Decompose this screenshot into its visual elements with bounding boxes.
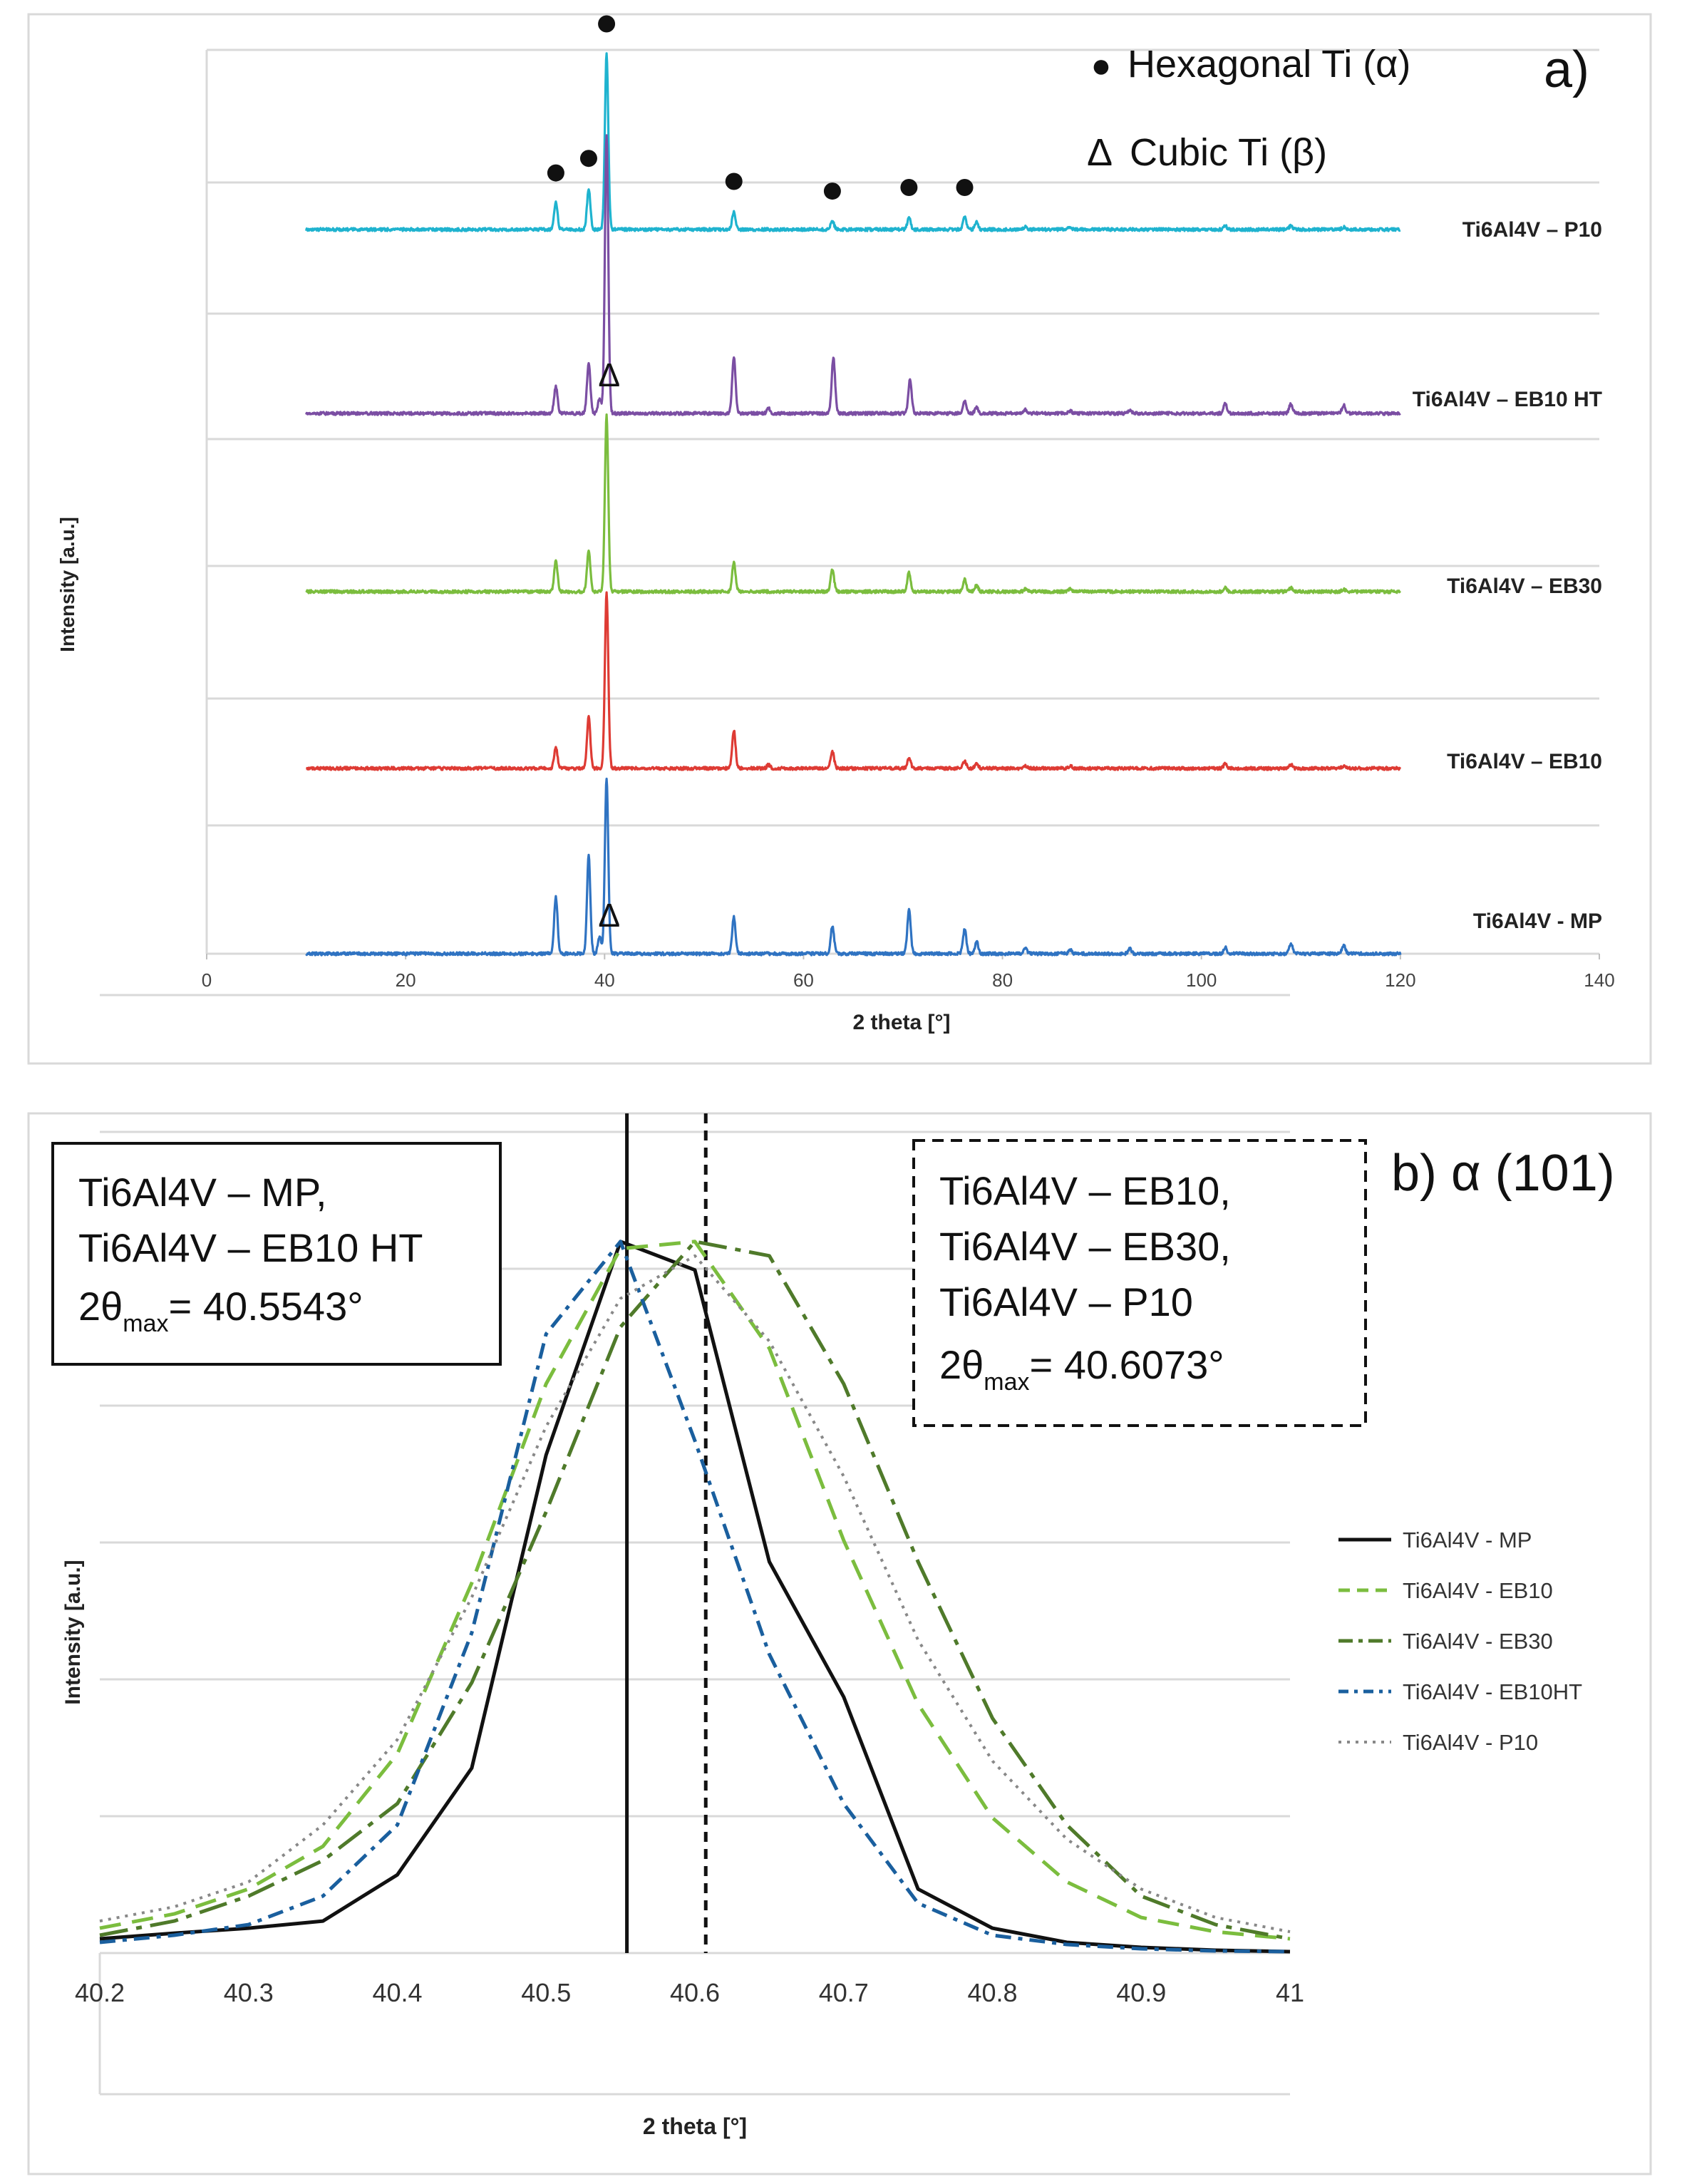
panel-a-tag: a) bbox=[1544, 41, 1589, 98]
hexagonal-phase-marker bbox=[900, 179, 918, 196]
panel-a-y-axis-label: Intensity [a.u.] bbox=[56, 517, 78, 652]
panel-b-x-tick-label: 40.5 bbox=[521, 1978, 571, 2007]
series-label-ti6al4v-eb10: Ti6Al4V – EB10 bbox=[1447, 750, 1602, 773]
panel-b-x-tick-label: 40.2 bbox=[75, 1978, 125, 2007]
panel-b-tag: b) α (101) bbox=[1391, 1145, 1615, 1202]
peak-curve-ti6al4v-p10 bbox=[99, 1254, 1291, 1934]
annotation-box-left: Ti6Al4V – MP, Ti6Al4V – EB10 HT 2θmax= 4… bbox=[51, 1142, 502, 1366]
panel-a-x-tick-label: 140 bbox=[1584, 969, 1614, 991]
annotation-right-line1: Ti6Al4V – EB10, bbox=[939, 1168, 1231, 1213]
annotation-left-line2: Ti6Al4V – EB10 HT bbox=[78, 1225, 423, 1270]
panel-b-x-tick-label: 40.3 bbox=[224, 1978, 274, 2007]
series-label-ti6al4v-eb10-ht: Ti6Al4V – EB10 HT bbox=[1413, 388, 1602, 411]
hexagonal-phase-marker bbox=[547, 164, 564, 182]
legend-hexagonal-marker: ● bbox=[1091, 47, 1112, 85]
legend-hexagonal-label: Hexagonal Ti (α) bbox=[1128, 43, 1410, 86]
xrd-pattern-ti6al4v-eb10 bbox=[305, 591, 1402, 771]
hexagonal-phase-marker bbox=[579, 150, 597, 168]
hexagonal-phase-marker bbox=[956, 179, 974, 196]
panel-a-x-tick-label: 80 bbox=[992, 969, 1013, 991]
series-label-ti6al4v-mp: Ti6Al4V - MP bbox=[1473, 910, 1602, 933]
hexagonal-phase-marker bbox=[598, 15, 616, 33]
annotation-box-right-frame bbox=[912, 1139, 1367, 1427]
xrd-pattern-ti6al4v-eb30 bbox=[305, 413, 1402, 594]
panel-b-x-tick-label: 40.8 bbox=[967, 1978, 1017, 2007]
peak-curve-ti6al4v-eb30 bbox=[99, 1240, 1291, 1941]
panel-b-x-tick-label: 40.7 bbox=[819, 1978, 869, 2007]
legend-label-ti6al4v-mp: Ti6Al4V - MP bbox=[1403, 1528, 1532, 1552]
panel-a-x-axis-label: 2 theta [°] bbox=[852, 1011, 950, 1034]
series-label-ti6al4v-eb30: Ti6Al4V – EB30 bbox=[1447, 575, 1602, 598]
panel-a-phase-markers: ΔΔ bbox=[547, 15, 974, 934]
panel-b-x-axis-label: 2 theta [°] bbox=[643, 2113, 747, 2139]
annotation-right-value: 2θmax= 40.6073° bbox=[939, 1342, 1224, 1396]
legend-label-ti6al4v-eb10ht: Ti6Al4V - EB10HT bbox=[1403, 1679, 1582, 1704]
panel-b-series bbox=[99, 1240, 1291, 1954]
series-label-ti6al4v-p10: Ti6Al4V – P10 bbox=[1462, 218, 1602, 242]
legend-cubic-marker: Δ bbox=[1087, 131, 1113, 174]
panel-b-x-tick-label: 41 bbox=[1276, 1978, 1304, 2007]
annotation-left-line1: Ti6Al4V – MP, bbox=[78, 1170, 327, 1215]
annotation-box-left-frame bbox=[51, 1142, 502, 1366]
xrd-pattern-ti6al4v-mp bbox=[305, 777, 1402, 957]
cubic-phase-marker: Δ bbox=[598, 356, 620, 393]
hexagonal-phase-marker bbox=[725, 172, 743, 190]
panel-a-x-tick-label: 40 bbox=[594, 969, 615, 991]
panel-a-x-tick-label: 20 bbox=[396, 969, 416, 991]
panel-a-x-axis: 0 20 40 60 80 100 120 140 bbox=[202, 954, 1615, 991]
hexagonal-phase-marker bbox=[823, 182, 841, 200]
xrd-pattern-ti6al4v-eb10-ht bbox=[305, 134, 1401, 416]
panel-b-y-axis-label: Intensity [a.u.] bbox=[61, 1560, 85, 1704]
peak-curve-ti6al4v-mp bbox=[99, 1240, 1291, 1954]
panel-a-x-tick-label: 100 bbox=[1186, 969, 1217, 991]
panel-b-x-axis: 40.2 40.3 40.4 40.5 40.6 40.7 40.8 40.9 41 bbox=[75, 1978, 1304, 2007]
cubic-phase-marker: Δ bbox=[598, 897, 620, 934]
annotation-right-line3: Ti6Al4V – P10 bbox=[939, 1279, 1193, 1324]
panel-b-legend: Ti6Al4V - MP Ti6Al4V - EB10 Ti6Al4V - EB30… bbox=[1338, 1528, 1582, 1755]
panel-b-x-tick-label: 40.6 bbox=[670, 1978, 720, 2007]
legend-label-ti6al4v-eb10: Ti6Al4V - EB10 bbox=[1403, 1578, 1553, 1603]
panel-a-xrd-patterns: 0 20 40 60 80 100 120 140 ΔΔ Ti6Al4V – P10Ti6Al… bbox=[27, 13, 1652, 1065]
legend-label-ti6al4v-p10: Ti6Al4V - P10 bbox=[1403, 1730, 1538, 1755]
annotation-right-line2: Ti6Al4V – EB30, bbox=[939, 1224, 1231, 1269]
peak-curve-ti6al4v-eb10ht bbox=[99, 1240, 1291, 1954]
panel-a-series bbox=[305, 52, 1402, 957]
panel-b-alpha-101-peak: 40.2 40.3 40.4 40.5 40.6 40.7 40.8 40.9 41 Ti6Al… bbox=[27, 994, 1652, 2175]
legend-label-ti6al4v-eb30: Ti6Al4V - EB30 bbox=[1403, 1629, 1553, 1654]
panel-a-gridlines bbox=[205, 48, 1599, 955]
xrd-pattern-ti6al4v-p10 bbox=[305, 52, 1401, 232]
panel-a-x-tick-label: 0 bbox=[202, 969, 212, 991]
panel-a-series-labels: Ti6Al4V – P10 Ti6Al4V – EB10 HT Ti6Al4V – … bbox=[1413, 218, 1602, 933]
annotation-left-value: 2θmax= 40.5543° bbox=[78, 1284, 363, 1337]
peak-curve-ti6al4v-eb10 bbox=[99, 1240, 1291, 1941]
legend-cubic-label: Cubic Ti (β) bbox=[1130, 131, 1327, 174]
panel-b-peak-position-lines bbox=[625, 1113, 708, 1953]
panel-b-x-tick-label: 40.9 bbox=[1116, 1978, 1166, 2007]
panel-b-x-tick-label: 40.4 bbox=[372, 1978, 422, 2007]
panel-a-frame bbox=[27, 13, 1652, 1065]
panel-a-x-tick-label: 120 bbox=[1385, 969, 1415, 991]
annotation-box-right: Ti6Al4V – EB10, Ti6Al4V – EB30, Ti6Al4V … bbox=[912, 1139, 1367, 1427]
panel-a-x-tick-label: 60 bbox=[793, 969, 814, 991]
